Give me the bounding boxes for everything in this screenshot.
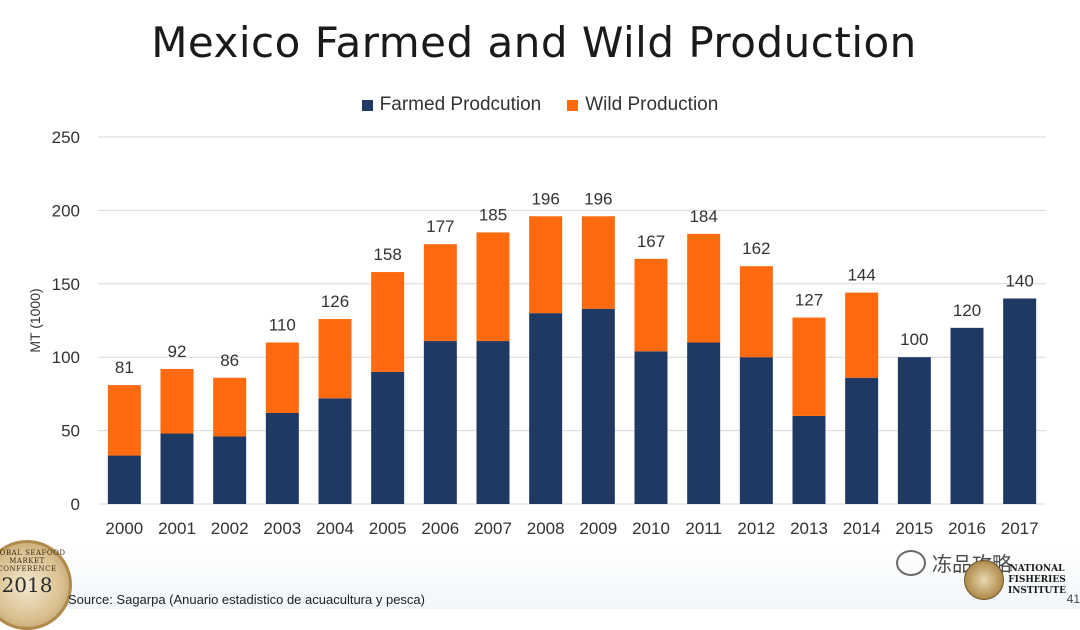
total-label-2002: 86	[220, 351, 239, 370]
x-tick-label-2011: 2011	[685, 519, 722, 538]
bar-wild-2010	[634, 258, 668, 352]
bar-wild-2005	[371, 272, 405, 372]
bar-wild-2006	[423, 244, 457, 342]
bar-farmed-2016	[950, 327, 984, 504]
total-label-2003: 110	[269, 316, 296, 335]
y-tick-label: 200	[52, 201, 80, 220]
y-tick-label: 100	[52, 348, 80, 367]
global-seafood-conference-logo: GLOBAL SEAFOOD MARKET CONFERENCE 2018	[0, 540, 72, 630]
total-label-2015: 100	[900, 330, 928, 349]
total-label-2007: 185	[479, 205, 507, 224]
x-tick-label-2014: 2014	[843, 519, 881, 538]
legend-item-farmed: Farmed Prodcution	[361, 94, 542, 116]
x-tick-label-2000: 2000	[105, 519, 143, 538]
bar-farmed-2007	[476, 341, 510, 504]
chart-title: Mexico Farmed and Wild Production	[151, 18, 917, 67]
legend-item-wild: Wild Production	[567, 94, 718, 116]
x-tick-label-2016: 2016	[948, 519, 986, 538]
nfi-emblem-icon	[964, 560, 1004, 600]
bar-farmed-2009	[581, 308, 615, 504]
bar-wild-2012	[739, 266, 773, 358]
bar-farmed-2014	[845, 377, 879, 504]
bar-wild-2002	[213, 377, 247, 437]
total-label-2012: 162	[742, 239, 770, 258]
x-tick-label-2012: 2012	[737, 519, 775, 538]
bar-wild-2013	[792, 317, 826, 416]
total-label-2014: 144	[847, 266, 875, 285]
x-tick-label-2009: 2009	[579, 519, 617, 538]
total-label-2000: 81	[115, 358, 134, 377]
stacked-bar-chart: 0 50 100 150 200 250 MT (1000) 81 2000 92 2001 86 20…	[27, 128, 1046, 538]
national-fisheries-institute-logo: NATIONAL FISHERIES INSTITUTE	[964, 560, 1066, 600]
x-tick-label-2015: 2015	[895, 519, 933, 538]
x-tick-label-2003: 2003	[263, 519, 301, 538]
bar-farmed-2006	[423, 341, 457, 504]
y-tick-label: 0	[71, 495, 80, 514]
y-tick-label: 50	[61, 422, 80, 441]
nfi-line-3: INSTITUTE	[1008, 585, 1066, 596]
bar-wild-2011	[687, 233, 721, 343]
x-tick-label-2002: 2002	[211, 519, 249, 538]
bar-farmed-2005	[371, 371, 405, 504]
y-tick-label: 150	[52, 275, 80, 294]
bar-farmed-2003	[265, 412, 299, 504]
bar-wild-2008	[529, 216, 563, 314]
left-logo-arc-text: GLOBAL SEAFOOD MARKET CONFERENCE	[0, 549, 66, 573]
bar-farmed-2004	[318, 398, 352, 504]
x-tick-label-2001: 2001	[158, 519, 196, 538]
y-tick-label: 250	[52, 128, 80, 147]
y-axis-label: MT (1000)	[27, 288, 43, 352]
nfi-line-2: FISHERIES	[1008, 574, 1066, 585]
bar-farmed-2008	[529, 313, 563, 504]
bar-farmed-2013	[792, 415, 826, 504]
chart-legend: Farmed Prodcution Wild Production	[0, 94, 1080, 116]
bar-wild-2003	[265, 342, 299, 413]
bar-farmed-2015	[897, 357, 931, 504]
x-tick-label-2017: 2017	[1001, 519, 1039, 538]
bar-wild-2004	[318, 319, 352, 399]
bar-farmed-2001	[160, 433, 194, 504]
bar-farmed-2000	[107, 455, 141, 504]
x-tick-label-2007: 2007	[474, 519, 512, 538]
nfi-line-1: NATIONAL	[1009, 563, 1065, 574]
total-label-2011: 184	[689, 207, 717, 226]
slide-number: 41	[1066, 592, 1080, 606]
nfi-logo-text: NATIONAL FISHERIES INSTITUTE	[1008, 564, 1066, 597]
x-tick-label-2008: 2008	[527, 519, 565, 538]
x-tick-label-2006: 2006	[421, 519, 459, 538]
total-label-2017: 140	[1005, 271, 1033, 290]
total-label-2006: 177	[426, 217, 454, 236]
bar-farmed-2011	[687, 342, 721, 504]
wechat-icon	[896, 549, 926, 576]
x-tick-label-2013: 2013	[790, 519, 828, 538]
total-label-2013: 127	[795, 291, 823, 310]
x-tick-label-2005: 2005	[369, 519, 407, 538]
bar-farmed-2002	[213, 436, 247, 504]
legend-swatch-wild	[567, 99, 579, 111]
total-label-2008: 196	[531, 189, 559, 208]
bar-farmed-2017	[1003, 298, 1037, 504]
total-label-2009: 196	[584, 189, 612, 208]
total-label-2016: 120	[953, 301, 981, 320]
source-note: Source: Sagarpa (Anuario estadistico de …	[68, 592, 425, 607]
total-label-2010: 167	[637, 232, 665, 251]
bar-farmed-2012	[739, 357, 773, 504]
x-tick-label-2010: 2010	[632, 519, 670, 538]
x-tick-label-2004: 2004	[316, 519, 354, 538]
total-label-2004: 126	[321, 292, 349, 311]
legend-swatch-farmed	[361, 99, 373, 111]
total-label-2001: 92	[168, 342, 187, 361]
bar-wild-2001	[160, 368, 194, 434]
bar-wild-2007	[476, 232, 510, 342]
total-label-2005: 158	[373, 245, 401, 264]
legend-label-wild: Wild Production	[585, 94, 719, 115]
bar-wild-2014	[845, 292, 879, 378]
left-logo-year: 2018	[1, 573, 53, 597]
bar-wild-2009	[581, 216, 615, 309]
legend-label-farmed: Farmed Prodcution	[379, 94, 542, 115]
bar-wild-2000	[107, 385, 141, 456]
bar-farmed-2010	[634, 351, 668, 504]
